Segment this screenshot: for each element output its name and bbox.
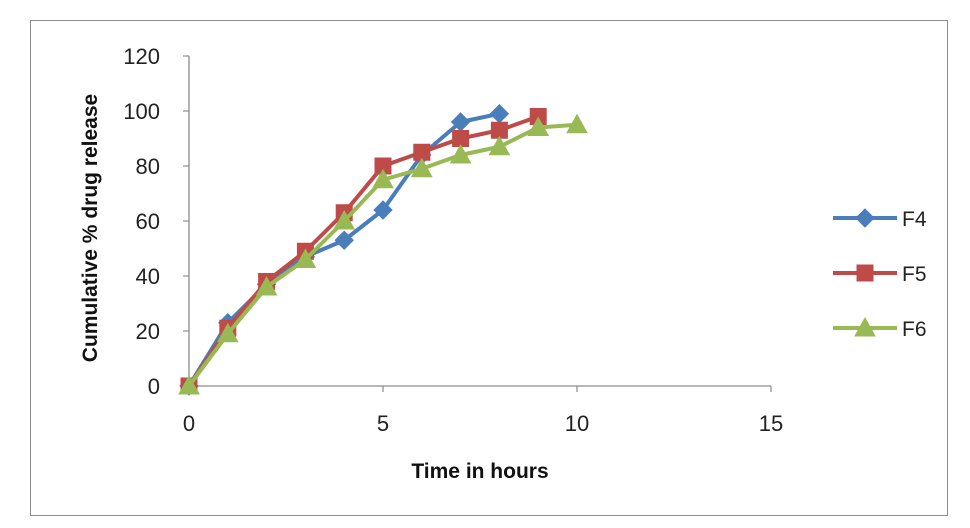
x-tick-labels: 0 5 10 15 [183,411,783,436]
y-tick-label: 60 [136,209,160,234]
data-point-f6 [216,322,239,343]
legend-label-f5: F5 [902,263,927,286]
x-tick-label: 10 [565,411,589,436]
y-axis-title: Cumulative % drug release [79,94,102,362]
data-point-f4 [334,230,354,250]
data-point-f6 [527,116,550,136]
plot-area [178,104,588,396]
data-point-f6 [488,135,511,156]
y-tick-label: 20 [136,319,160,344]
data-point-f4 [373,200,393,220]
data-point-f6 [294,248,317,268]
data-point-f6 [178,374,200,395]
x-axis-title: Time in hours [411,460,548,483]
legend-marker-f4 [855,208,875,228]
x-tick-label: 5 [377,411,389,436]
legend: F4 F5 F6 [833,208,927,341]
legend-marker-f6 [854,316,876,337]
chart-frame [30,20,948,516]
legend-label-f4: F4 [902,208,927,231]
y-tick-labels: 0 20 40 60 80 100 120 [123,44,160,399]
legend-label-f6: F6 [902,318,927,341]
y-tick-label: 0 [148,374,160,399]
axes [183,55,772,392]
data-point-f6 [449,143,472,164]
y-tick-label: 100 [123,99,160,124]
legend-item-f5: F5 [833,263,927,286]
y-tick-label: 120 [123,44,160,69]
data-point-f6 [410,157,433,178]
legend-item-f4: F4 [833,208,927,231]
series-line-f5 [187,114,539,388]
data-point-f4 [489,104,510,124]
y-tick-label: 80 [136,154,160,179]
x-tick-label: 0 [183,411,195,436]
data-point-f6 [372,168,394,189]
legend-marker-f5 [856,264,874,282]
series-f6 [178,113,588,395]
data-point-f6 [566,113,588,134]
x-tick-label: 15 [759,411,783,436]
data-point-f6 [333,209,356,230]
legend-item-f6: F6 [833,316,927,341]
data-point-f6 [255,275,278,296]
y-tick-label: 40 [136,264,160,289]
